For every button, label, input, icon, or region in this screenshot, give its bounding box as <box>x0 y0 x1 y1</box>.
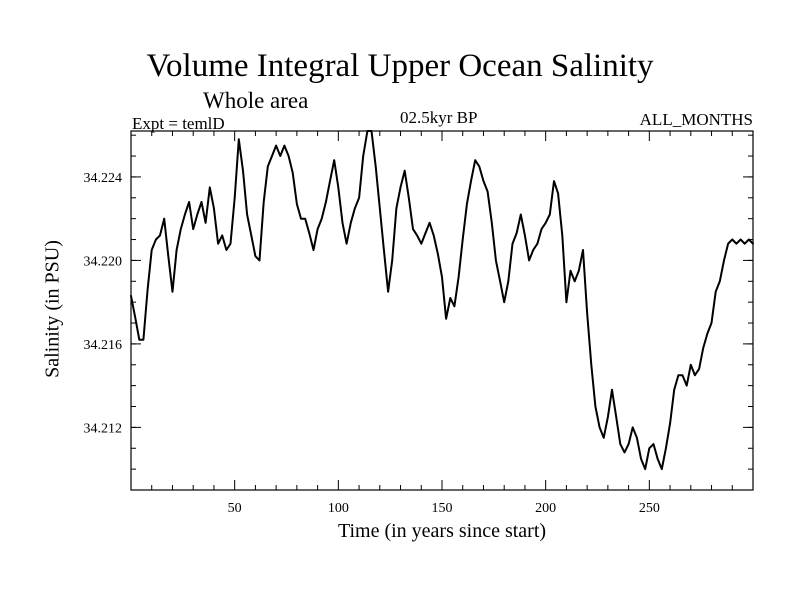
y-tick-label: 34.212 <box>84 421 123 436</box>
x-tick-label: 100 <box>328 501 349 516</box>
series-layer <box>130 130 754 471</box>
x-tick-label: 50 <box>228 501 242 516</box>
experiment-label: Expt = temlD <box>132 114 225 133</box>
period-label: 02.5kyr BP <box>400 108 478 127</box>
chart-title: Volume Integral Upper Ocean Salinity <box>146 48 654 84</box>
chart-subtitle: Whole area <box>203 88 309 113</box>
x-tick-label: 150 <box>432 501 453 516</box>
salinity-series-line <box>130 130 754 471</box>
x-tick-label: 200 <box>535 501 556 516</box>
y-tick-label: 34.224 <box>84 171 123 186</box>
x-axis-label: Time (in years since start) <box>337 520 547 542</box>
y-tick-label: 34.216 <box>84 338 123 353</box>
y-axis-label: Salinity (in PSU) <box>41 240 64 378</box>
plot-frame <box>130 130 754 491</box>
y-tick-label: 34.220 <box>84 254 123 269</box>
months-label: ALL_MONTHS <box>639 110 753 129</box>
ticks-layer: 50 100 150 200 250 34.212 34.216 34.220 34.224 <box>84 131 753 516</box>
x-tick-label: 250 <box>639 501 660 516</box>
